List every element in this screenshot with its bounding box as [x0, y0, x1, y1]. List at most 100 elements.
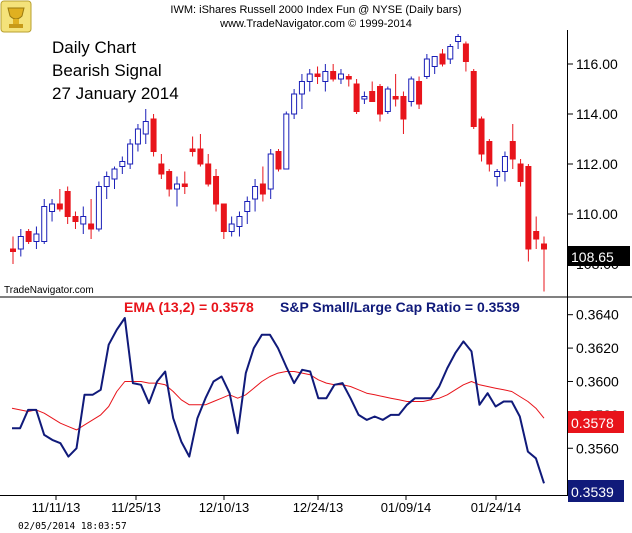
x-tick-label: 12/24/13 — [293, 500, 344, 515]
candle — [33, 226, 40, 249]
candle-body — [181, 183, 188, 187]
x-axis: 11/11/13 11/25/13 12/10/13 12/24/13 01/09/14… — [32, 495, 522, 515]
candle — [447, 44, 454, 64]
candle-body — [33, 233, 40, 242]
candle — [345, 74, 352, 87]
chart-header-copyright: www.TradeNavigator.com © 1999-2014 — [219, 18, 412, 30]
candle-body — [213, 176, 220, 205]
candle-body — [283, 113, 290, 170]
candle — [423, 54, 430, 79]
candle-body — [166, 171, 173, 190]
candle-body — [41, 206, 48, 242]
candle — [416, 76, 423, 109]
candle-body — [423, 58, 430, 77]
candle — [494, 169, 501, 187]
candle — [41, 199, 48, 244]
candle — [205, 154, 212, 187]
candle-body — [244, 201, 251, 212]
candle — [111, 166, 118, 189]
candle — [392, 74, 399, 107]
candle-body — [17, 236, 24, 250]
candle — [509, 124, 516, 169]
candle-body — [103, 176, 110, 187]
candle — [283, 111, 290, 170]
candle-body — [353, 83, 360, 112]
candle — [306, 69, 313, 92]
candle — [88, 199, 95, 239]
ratio-line — [12, 317, 545, 484]
candle-body — [541, 243, 547, 250]
candle-body — [314, 73, 321, 77]
x-tick-label: 01/24/14 — [471, 500, 522, 515]
candle — [25, 229, 32, 244]
candle — [462, 41, 469, 72]
candle-body — [111, 168, 118, 180]
candle — [213, 169, 220, 212]
candle — [455, 34, 462, 49]
candle-body — [306, 73, 313, 82]
candle — [173, 176, 180, 207]
x-tick-label: 11/11/13 — [32, 500, 81, 515]
candle — [298, 74, 305, 109]
candle-body — [470, 71, 477, 127]
candle-body — [88, 223, 95, 230]
candle — [322, 64, 329, 92]
candle-body — [361, 96, 368, 100]
candle — [431, 56, 438, 74]
last-ratio-value: 0.3539 — [571, 484, 614, 500]
candle-body — [416, 81, 423, 105]
candle — [72, 211, 79, 229]
candle-body — [95, 186, 102, 230]
candle-body — [400, 96, 407, 120]
candle — [470, 69, 477, 129]
candle-body — [533, 231, 540, 240]
candle — [220, 203, 227, 239]
candle — [197, 134, 204, 167]
candle-body — [447, 46, 454, 60]
candle-body — [259, 183, 266, 195]
candle-body — [494, 171, 501, 177]
candle-body — [501, 156, 508, 172]
watermark: TradeNavigator.com — [4, 285, 94, 296]
candle — [244, 196, 251, 224]
candle-body — [64, 191, 71, 217]
chart-header-title: IWM: iShares Russell 2000 Index Fun @ NY… — [170, 4, 461, 16]
candle — [517, 159, 524, 187]
candle — [533, 216, 540, 249]
candle-body — [462, 43, 469, 62]
candle — [267, 149, 274, 199]
candle — [150, 114, 157, 157]
candle — [127, 139, 134, 169]
note-date: 27 January 2014 — [52, 84, 179, 103]
last-ema-value: 0.3578 — [571, 415, 614, 431]
ratio-tick-label: 0.3560 — [576, 440, 619, 456]
candle-body — [369, 91, 376, 102]
x-tick-label: 11/25/13 — [111, 500, 161, 515]
candle-body — [431, 56, 438, 67]
price-tick-label: 112.00 — [576, 156, 618, 172]
candle — [384, 86, 391, 114]
candle-body — [134, 128, 141, 145]
candle-body — [150, 118, 157, 152]
candle-body — [25, 231, 32, 242]
candle — [166, 169, 173, 197]
note-bearish-signal: Bearish Signal — [52, 61, 162, 80]
price-tick-label: 110.00 — [576, 206, 618, 222]
candle-body — [455, 36, 462, 42]
candle — [337, 69, 344, 84]
candle — [10, 236, 16, 264]
tradenavigator-logo — [0, 0, 32, 33]
ema-line — [11, 371, 545, 431]
candle-body — [298, 81, 305, 95]
ema-label: EMA (13,2) = 0.3578 — [124, 299, 254, 315]
candle — [189, 136, 196, 157]
candle-body — [275, 151, 282, 170]
candle-body — [119, 161, 126, 167]
candle — [275, 149, 282, 172]
candle-body — [509, 141, 516, 160]
candle-body — [173, 183, 180, 190]
candle-body — [486, 141, 493, 165]
candle-body — [384, 88, 391, 112]
candle — [259, 166, 266, 202]
candle-body — [517, 163, 524, 182]
